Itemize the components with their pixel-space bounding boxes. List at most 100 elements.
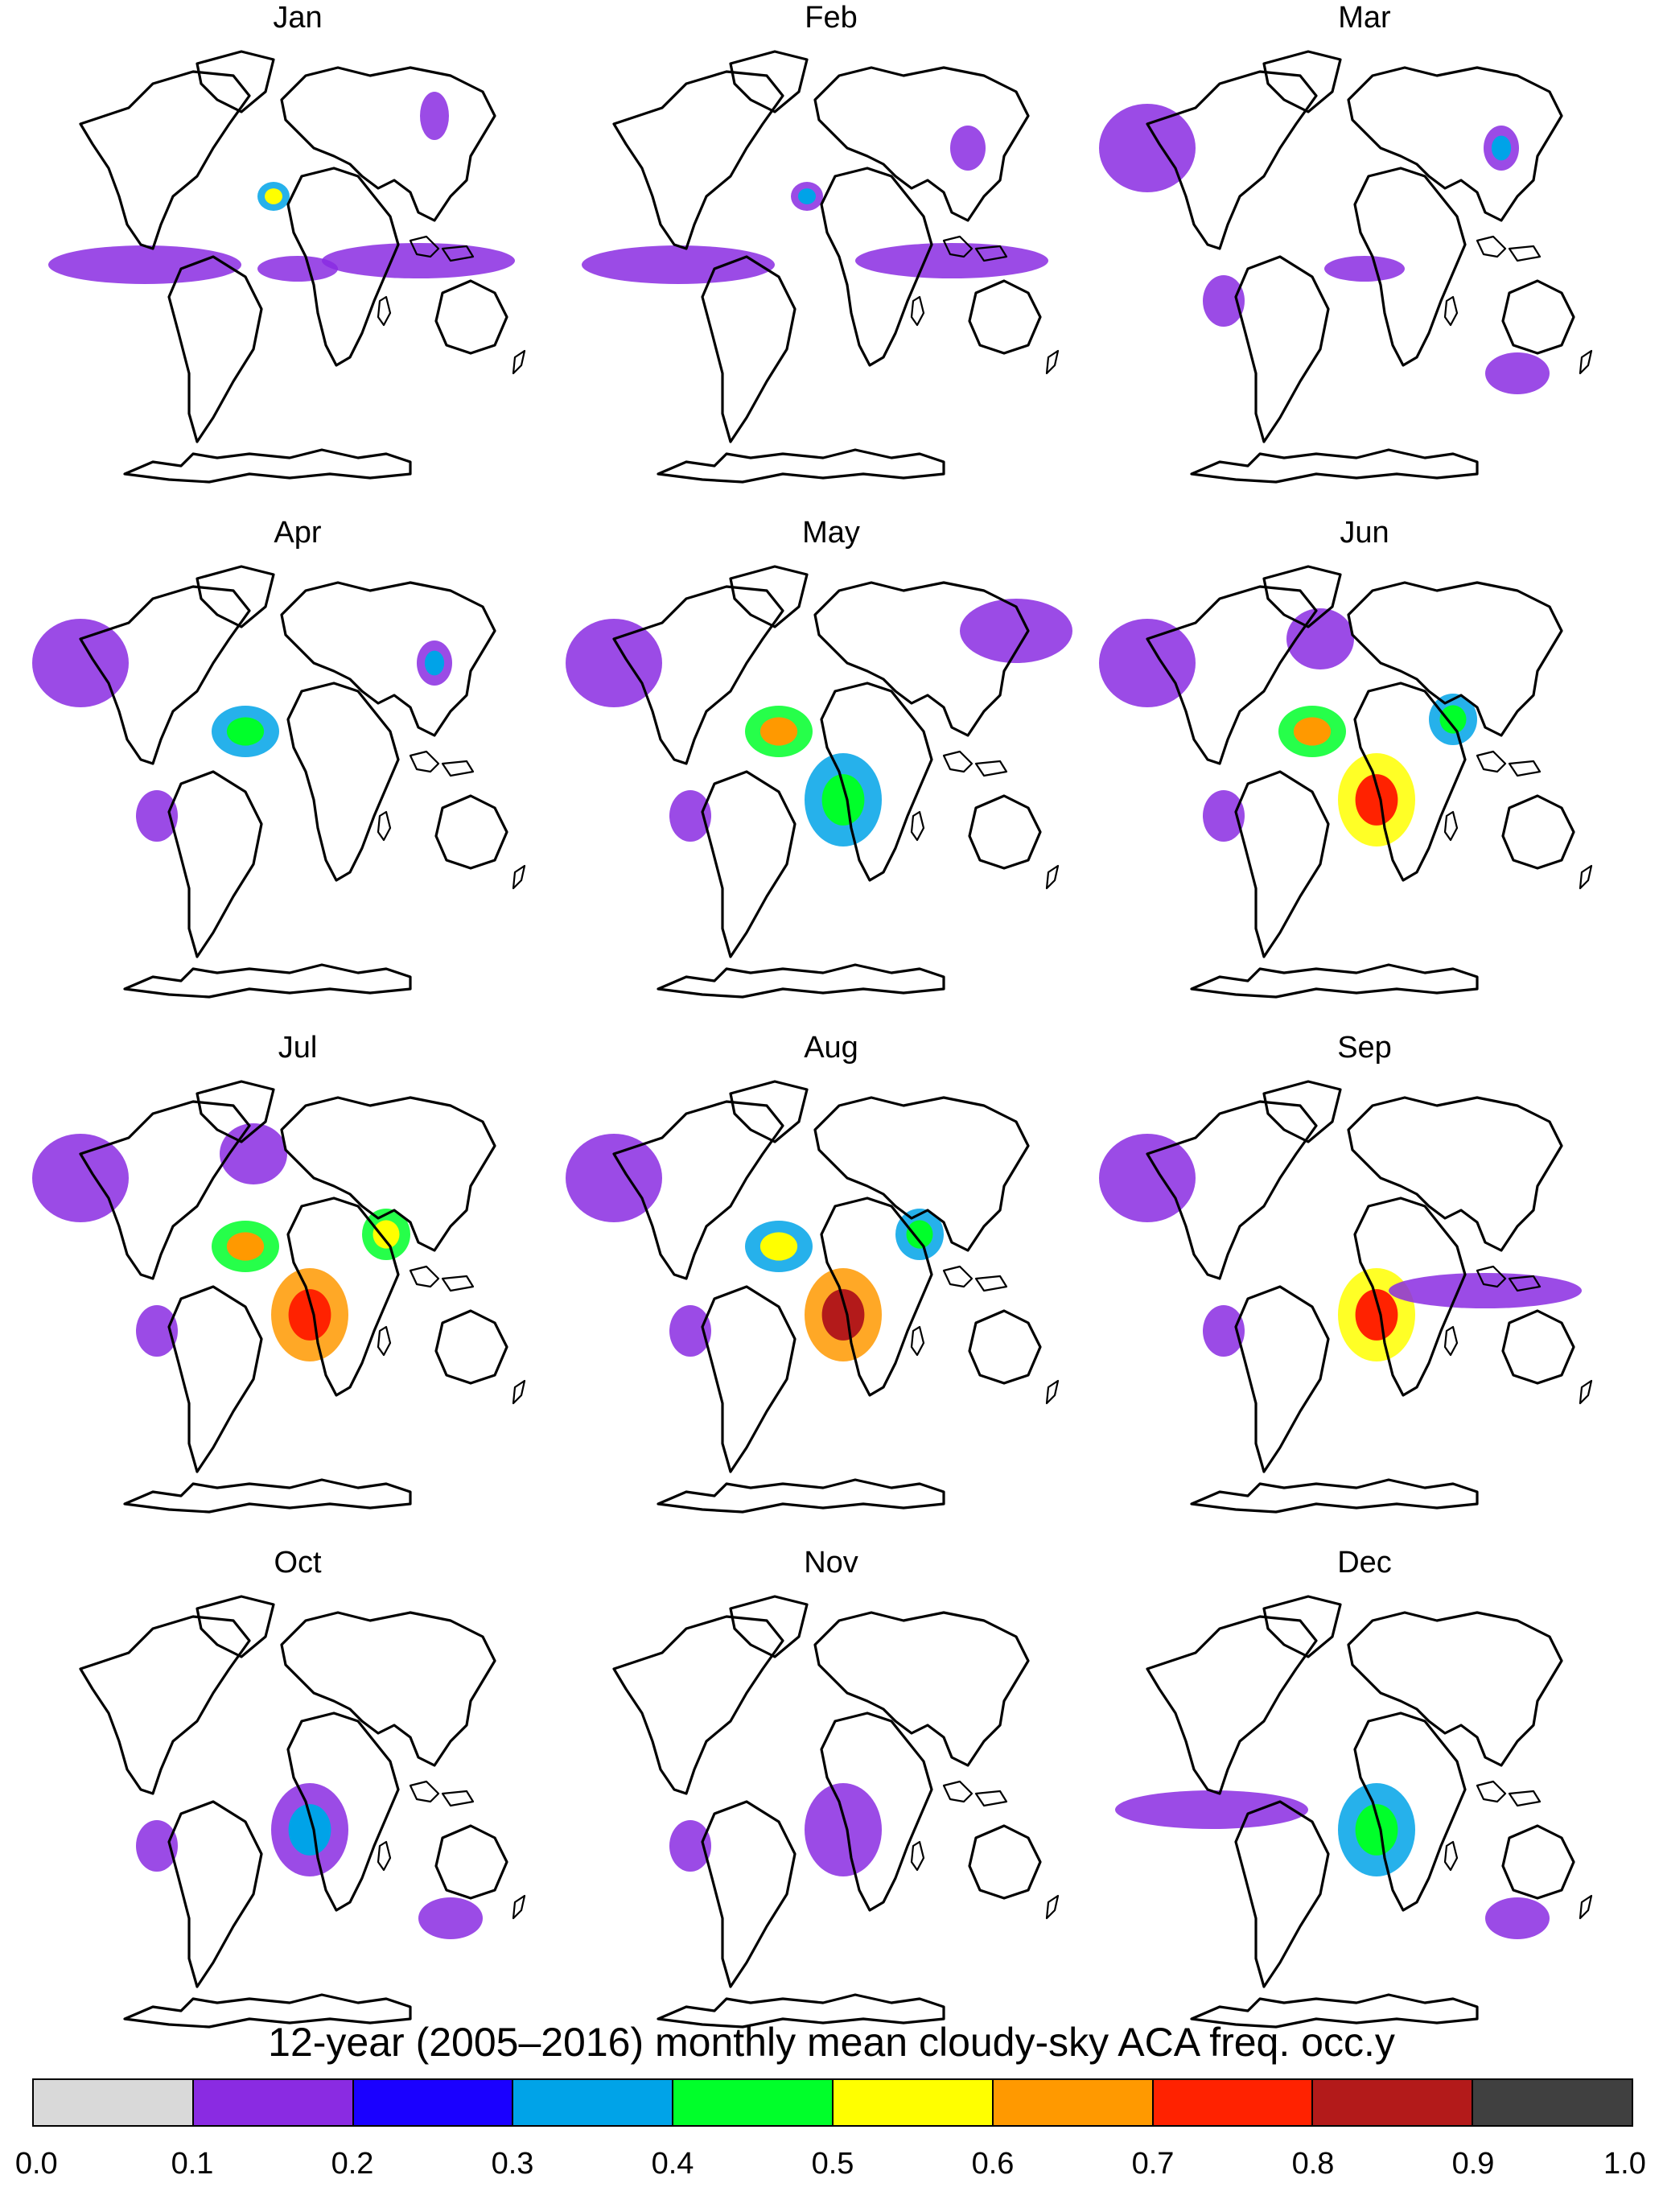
world-map (1099, 1080, 1593, 1514)
coastline-north-america (1146, 585, 1318, 765)
coastline-antarctica (123, 1478, 412, 1514)
world-map (582, 50, 1060, 484)
coastline-antarctica (657, 1993, 945, 2029)
world-map (48, 50, 526, 484)
coastline-greenland (196, 1080, 275, 1143)
coastline-indonesia (942, 1780, 1008, 1807)
colorbar-tick-label: 0.7 (1131, 2147, 1175, 2181)
colorbar (32, 2078, 1633, 2127)
coastline-australia (968, 794, 1042, 870)
coastline-madagascar (910, 1325, 925, 1357)
colorbar-tick-label: 0.4 (651, 2147, 694, 2181)
coastline-south-america (701, 255, 797, 443)
aca-region-north-pacific (32, 619, 129, 707)
coastline-antarctica (657, 1478, 945, 1514)
coastline-europe-asia (1347, 1611, 1563, 1767)
coastline-greenland (729, 50, 809, 113)
map-panel-apr: Apr (32, 515, 563, 1030)
aca-region-south-of-australia (1485, 352, 1550, 394)
map-panel-dec: Dec (1099, 1545, 1630, 2060)
aca-region-south-america-west (136, 1305, 178, 1357)
panel-title: Jun (1340, 516, 1389, 550)
coastline-north-america (79, 1100, 251, 1280)
colorbar-segment (1473, 2080, 1632, 2125)
coastline-europe-asia (1347, 66, 1563, 222)
aca-region-east-china (417, 641, 452, 686)
coastline-africa (1353, 682, 1467, 882)
coastline-madagascar (910, 1840, 925, 1872)
aca-region-north-pacific (32, 1134, 129, 1222)
colorbar-segment (34, 2080, 194, 2125)
coastline-north-america (79, 70, 251, 250)
aca-region-southeast-atlantic (271, 1783, 348, 1876)
coastline-antarctica (1190, 1993, 1479, 2029)
coastline-south-america (1234, 1800, 1330, 1988)
coastline-antarctica (657, 963, 945, 999)
aca-region-east-asia (960, 599, 1072, 663)
coastline-indonesia (409, 1780, 475, 1807)
world-map (1099, 565, 1593, 999)
coastline-indonesia (1476, 235, 1542, 262)
coastline-antarctica (1190, 963, 1479, 999)
coastline-south-america (701, 1800, 797, 1988)
coastline-africa (1353, 1197, 1467, 1397)
coastline-europe-asia (1347, 1096, 1563, 1252)
aca-region-tropical-atlantic (745, 1221, 813, 1272)
coastline-madagascar (377, 1840, 392, 1872)
aca-region-south-china (420, 92, 449, 140)
coastline-europe-asia (813, 1096, 1030, 1252)
coastline-australia (434, 1824, 508, 1900)
coastline-antarctica (657, 448, 945, 484)
world-map (32, 1080, 526, 1514)
world-map (612, 1595, 1060, 2029)
coastline-greenland (1262, 50, 1342, 113)
aca-region-east-china (950, 126, 986, 171)
colorbar-tick-label: 0.3 (491, 2147, 534, 2181)
colorbar-tick-label: 1.0 (1603, 2147, 1646, 2181)
coastline-australia (1501, 794, 1575, 870)
aca-region-southeast-atlantic (805, 753, 882, 846)
coastline-indonesia (1476, 1780, 1542, 1807)
coastline-new-zealand (512, 864, 526, 890)
colorbar-segment (1153, 2080, 1314, 2125)
coastline-europe-asia (813, 66, 1030, 222)
coastline-australia (968, 279, 1042, 355)
aca-region-arabian-sea (1429, 694, 1477, 745)
world-map (566, 1080, 1060, 1514)
coastline-europe-asia (280, 66, 496, 222)
colorbar-tick-label: 0.8 (1291, 2147, 1335, 2181)
coastline-europe-asia (813, 1611, 1030, 1767)
colorbar-segment (193, 2080, 354, 2125)
coastline-north-america (612, 585, 784, 765)
coastline-north-america (79, 585, 251, 765)
aca-region-north-pacific (1099, 104, 1196, 192)
world-map (79, 1595, 526, 2029)
map-panel-sep: Sep (1099, 1030, 1630, 1545)
coastline-europe-asia (813, 581, 1030, 737)
aca-region-north-pacific (566, 1134, 662, 1222)
coastline-south-america (1234, 1285, 1330, 1473)
coastline-europe-asia (280, 1096, 496, 1252)
coastline-indonesia (1476, 750, 1542, 777)
coastline-madagascar (1443, 810, 1459, 842)
coastline-australia (968, 1824, 1042, 1900)
coastline-indonesia (409, 235, 475, 262)
coastline-africa (820, 682, 933, 882)
coastline-madagascar (377, 810, 392, 842)
coastline-greenland (729, 1595, 809, 1658)
coastline-greenland (196, 565, 275, 628)
panel-title: Jan (273, 1, 323, 35)
aca-region-southeast-atlantic (805, 1783, 882, 1876)
aca-region-south-atlantic (1324, 256, 1405, 282)
map-panel-aug: Aug (566, 1030, 1097, 1545)
aca-region-tropical-atlantic (212, 706, 279, 757)
colorbar-segment (1313, 2080, 1474, 2125)
aca-region-tropical-atlantic (1278, 706, 1346, 757)
coastline-new-zealand (1045, 1894, 1060, 1920)
panel-title: Jul (278, 1031, 318, 1065)
aca-region-south-america-west (669, 1305, 711, 1357)
coastline-europe-asia (1347, 581, 1563, 737)
aca-region-north-pacific (1099, 619, 1196, 707)
colorbar-tick-label: 0.9 (1451, 2147, 1495, 2181)
coastline-indonesia (1476, 1265, 1542, 1292)
